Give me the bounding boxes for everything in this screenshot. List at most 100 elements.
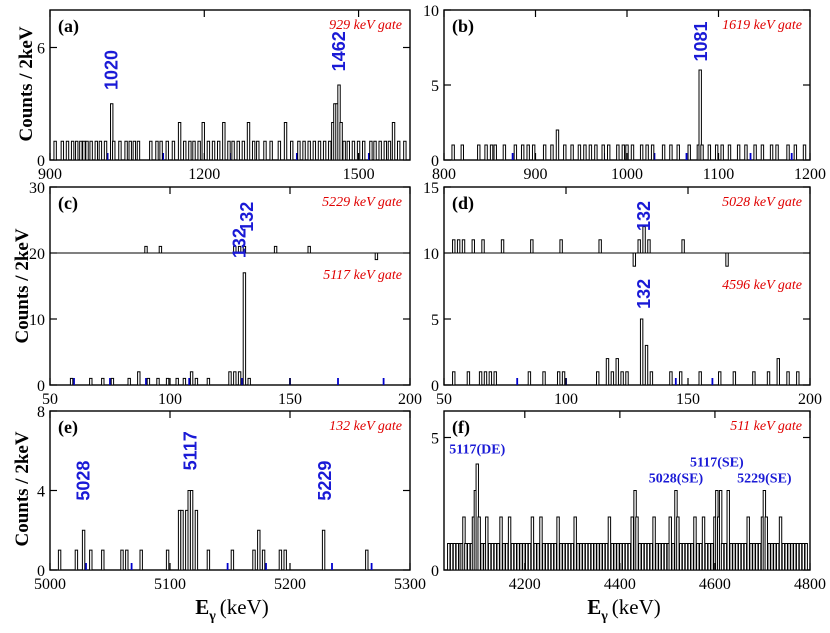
histogram-bin [246, 122, 251, 161]
histogram-bin [396, 140, 401, 161]
histogram-bin [527, 371, 532, 386]
histogram-bin [660, 543, 665, 571]
histogram-bin [573, 516, 577, 571]
histogram-bin [456, 239, 461, 254]
histogram-bin [192, 140, 196, 161]
histogram-bin [519, 543, 523, 571]
histogram-bin [607, 144, 611, 161]
histogram-bin [562, 543, 566, 571]
histogram-bin [737, 543, 742, 571]
y-tick-label: 10 [29, 312, 45, 329]
histogram-bin [189, 490, 194, 571]
histogram-bin [625, 371, 629, 386]
histogram-bin [101, 549, 105, 571]
panel-label: (a) [58, 16, 79, 37]
histogram-bin [755, 543, 759, 571]
histogram-bin [103, 140, 108, 161]
gate-label: 132 keV gate [329, 419, 402, 434]
peak-label: 132 [634, 201, 654, 231]
histogram-bin [690, 543, 694, 571]
histogram-bin [577, 144, 582, 161]
histogram-bin [735, 543, 739, 571]
histogram-bin [307, 245, 311, 254]
panel-b: 800 900 1000 1100 1200 0 5 10 (b) 1619 keV gate 10… [423, 3, 826, 183]
histogram-bin [321, 529, 326, 571]
histogram-bin [149, 140, 153, 161]
histogram-bin [483, 371, 488, 386]
histogram-bin [387, 140, 392, 161]
histogram-bin [601, 144, 605, 161]
x-tick-label: 5000 [34, 576, 66, 593]
peak-label: 5028 [74, 461, 94, 501]
x-tick-label: 800 [432, 166, 456, 183]
histogram-bin [643, 543, 648, 571]
histogram-bin [576, 543, 580, 571]
histogram-bin [447, 543, 451, 571]
histogram-bin [452, 543, 457, 571]
histogram-bin [556, 371, 561, 386]
histogram-bin [283, 122, 288, 161]
histogram-bin [194, 509, 199, 571]
x-tick-label: 150 [278, 391, 302, 408]
panel-c: 50 100 150 200 0 10 20 30 (c) 5229 keV gate 5117 k… [29, 180, 422, 408]
histogram-bin [613, 543, 617, 571]
histogram-bin [778, 516, 783, 571]
histogram-bin [681, 543, 686, 571]
histogram-bin [477, 144, 481, 161]
panel-label: (d) [452, 193, 474, 214]
histogram-bin [732, 543, 736, 571]
histogram-bin [714, 144, 719, 161]
peak-label: 132 [237, 202, 257, 232]
panel-a: 900 1200 1500 0 6 (a) 929 keV gate 1020 1462 [37, 9, 411, 183]
panel-label: (f) [452, 417, 470, 438]
histogram-bin [684, 543, 689, 571]
histogram-bin [693, 516, 697, 571]
histogram-bin [261, 549, 266, 571]
histogram-bin [233, 371, 237, 386]
gate-label: 511 keV gate [730, 419, 802, 434]
x-axis-label-unit: (keV) [220, 595, 269, 619]
histogram-bin [668, 516, 672, 571]
histogram-bin [638, 543, 642, 571]
histogram-bin [89, 140, 93, 161]
histogram-bin [698, 543, 703, 571]
histogram-bin [630, 144, 635, 161]
histogram-bin [681, 239, 685, 254]
histogram-bin [513, 144, 518, 161]
histogram-bin [499, 516, 503, 571]
y-tick-label: 5 [431, 431, 439, 448]
histogram-bin [559, 239, 563, 254]
histogram-bin [547, 543, 552, 571]
histogram-bin [466, 371, 471, 386]
histogram-bin [564, 543, 569, 571]
histogram-bin [257, 529, 261, 571]
histogram-bin [687, 543, 691, 571]
x-tick-label: 1200 [188, 166, 220, 183]
histogram-bin [75, 140, 79, 161]
histogram-bin [593, 543, 597, 571]
x-tick-label: 50 [42, 391, 58, 408]
histogram-bin [307, 140, 311, 161]
histogram-bin [616, 543, 620, 571]
histogram-bin [146, 377, 151, 386]
histogram-bin [621, 543, 626, 571]
gate-label: 929 keV gate [329, 18, 402, 33]
histogram-bin [493, 144, 497, 161]
y-tick-label: 5 [431, 78, 439, 95]
y-tick-label: 15 [423, 180, 439, 197]
histogram-bin [373, 140, 377, 161]
histogram-bin [542, 543, 546, 571]
histogram-bin [328, 140, 332, 161]
histogram-bin [251, 140, 256, 161]
y-tick-label: 5 [431, 312, 439, 329]
histogram-bin [801, 543, 806, 571]
histogram-bin [312, 140, 317, 161]
histogram-bin [449, 543, 454, 571]
histogram-bin [206, 549, 211, 571]
histogram-bin [567, 543, 572, 571]
histogram-bin [211, 140, 216, 161]
histogram-bin [570, 543, 575, 571]
histogram-bin [317, 140, 322, 161]
histogram-bin [649, 371, 654, 386]
histogram-bin [704, 543, 709, 571]
